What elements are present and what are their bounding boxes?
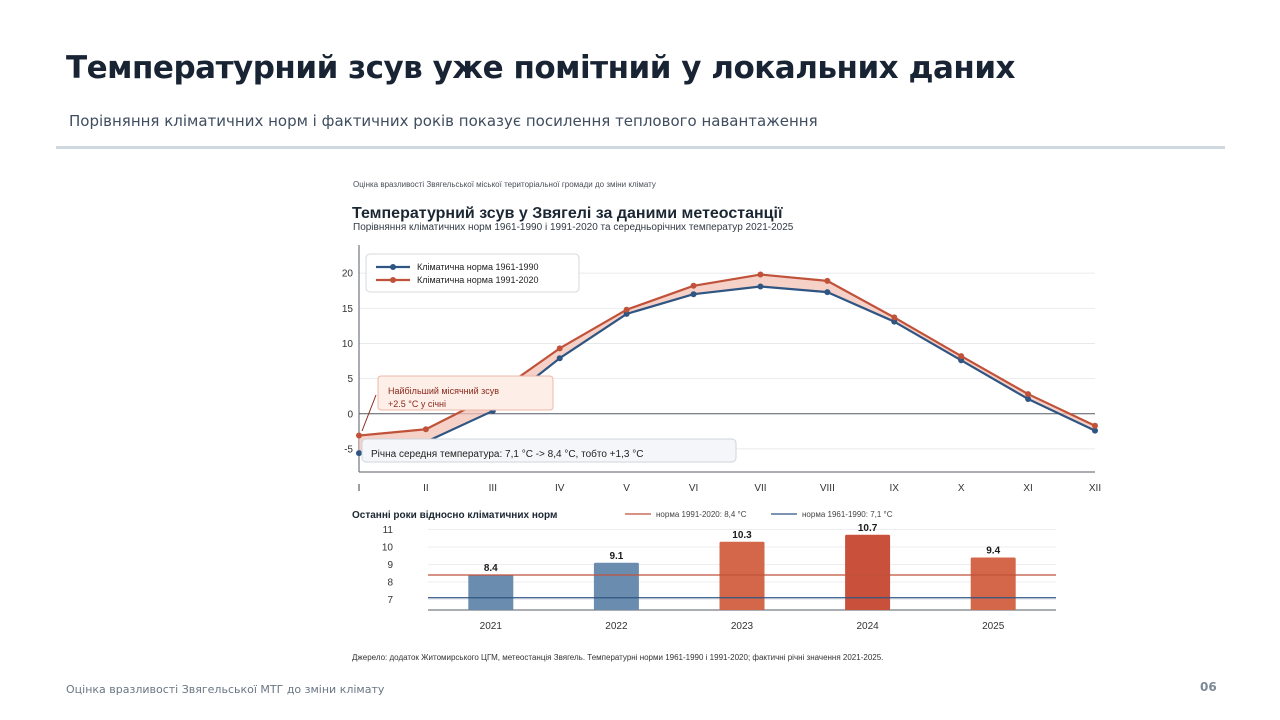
line-x-tick-label: XII [1089, 483, 1101, 494]
page-number: 06 [1200, 680, 1217, 694]
line-legend-box [365, 253, 580, 293]
series-point-1991-2020-xii [1092, 422, 1098, 429]
series-point-1991-2020-vii [757, 271, 764, 278]
ref-legend-label-1961: норма 1961-1990: 7,1 °C [802, 510, 893, 519]
bar-y-tick-label: 7 [387, 595, 393, 606]
line-y-tick-label: 0 [347, 409, 353, 420]
line-x-tick-label: IX [890, 483, 900, 494]
line-chart-title: Температурний зсув у Звягелі за даними м… [352, 205, 783, 222]
line-x-tick-label: VIII [820, 483, 835, 494]
bar-value-label-2023: 10.3 [732, 530, 752, 541]
legend-label-1991: Кліматична норма 1991-2020 [417, 275, 539, 285]
line-x-tick-label: VII [754, 483, 766, 494]
bar-y-tick-label: 11 [383, 525, 394, 536]
figure-header: Оцінка вразливості Звягельської міської … [353, 180, 656, 189]
series-point-1991-2020-xi [1025, 391, 1032, 398]
series-point-1961-1990-xi [1025, 395, 1032, 402]
series-point-1991-2020-x [958, 353, 965, 360]
series-point-1961-1990-x [958, 357, 965, 364]
legend-marker-1961 [390, 264, 396, 270]
ref-legend-label-1991: норма 1991-2020: 8,4 °C [656, 510, 747, 519]
bar-chart-title: Останні роки відносно кліматичних норм [352, 510, 557, 521]
line-x-tick-label: XI [1023, 483, 1032, 494]
title-divider [56, 146, 1225, 149]
bar-value-label-2021: 8.4 [484, 563, 498, 574]
series-point-1991-2020-v [623, 306, 630, 313]
series-line-1961-1990 [358, 285, 1096, 455]
legend-marker-1991 [390, 277, 396, 283]
line-y-tick-label: 15 [342, 304, 354, 315]
series-point-1991-2020-i [356, 432, 362, 439]
bar-chart: Останні роки відносно кліматичних норм н… [352, 510, 1056, 632]
line-x-tick-label: V [623, 483, 630, 494]
line-x-tick-label: II [423, 483, 429, 494]
bar-x-tick-label: 2021 [480, 621, 503, 632]
bar-x-tick-label: 2024 [856, 621, 879, 632]
slide-subtitle: Порівняння кліматичних норм і фактичних … [69, 112, 818, 130]
annotation-arrow [361, 394, 377, 432]
series-point-1961-1990-viii [824, 289, 831, 296]
bar-y-tick-label: 10 [382, 543, 394, 554]
line-y-tick-label: 20 [342, 269, 354, 280]
series-point-1961-1990-ix [891, 318, 898, 325]
series-point-1991-2020-vi [690, 282, 697, 289]
temperature-figure: Оцінка вразливості Звягельської міської … [342, 180, 1101, 662]
bar-value-label-2025: 9.4 [986, 546, 1000, 557]
slide-title: Температурний зсув уже помітний у локаль… [66, 50, 1016, 86]
series-point-1991-2020-ii [422, 426, 429, 433]
series-point-1961-1990-vi [690, 291, 697, 298]
series-point-1961-1990-iv [556, 355, 563, 362]
max-shift-line1: Найбільший місячний зсув [388, 386, 499, 396]
bar-y-tick-label: 8 [387, 578, 393, 589]
line-x-tick-label: X [958, 483, 965, 494]
series-point-1961-1990-vii [757, 283, 764, 290]
bar-2024 [845, 534, 891, 610]
series-point-1961-1990-v [623, 310, 630, 317]
bar-2022 [593, 562, 639, 610]
bar-value-label-2022: 9.1 [609, 551, 623, 562]
series-point-1961-1990-i [356, 450, 362, 457]
series-point-1961-1990-xii [1092, 427, 1098, 434]
max-shift-line2: +2.5 °C у січні [388, 399, 446, 409]
line-y-tick-label: -5 [344, 444, 353, 455]
annual-shift-box [361, 438, 737, 463]
line-x-tick-label: IV [555, 483, 565, 494]
bar-x-tick-label: 2025 [982, 621, 1005, 632]
bar-x-tick-label: 2022 [605, 621, 628, 632]
annual-shift-text: Річна середня температура: 7,1 °C -> 8,4… [371, 448, 643, 460]
bar-2025 [970, 557, 1016, 610]
series-point-1991-2020-ix [891, 314, 898, 321]
bar-2023 [719, 541, 765, 610]
norm-difference-band [359, 274, 1095, 454]
bar-y-tick-label: 9 [387, 560, 393, 571]
series-point-1991-2020-iv [556, 345, 563, 352]
line-x-tick-label: VI [689, 483, 698, 494]
line-x-tick-label: I [358, 483, 361, 494]
line-y-tick-label: 5 [347, 374, 353, 385]
bar-value-label-2024: 10.7 [858, 523, 878, 534]
series-point-1991-2020-viii [824, 277, 831, 284]
figure-source: Джерело: додаток Житомирського ЦГМ, мете… [352, 653, 883, 662]
footer-text: Оцінка вразливості Звягельської МТГ до з… [66, 683, 385, 696]
line-y-tick-label: 10 [342, 339, 354, 350]
line-x-tick-label: III [489, 483, 497, 494]
bar-2021 [468, 575, 514, 610]
line-chart-subtitle: Порівняння кліматичних норм 1961-1990 і … [353, 222, 794, 233]
max-shift-box [377, 375, 554, 411]
legend-label-1961: Кліматична норма 1961-1990 [417, 262, 539, 272]
bar-x-tick-label: 2023 [731, 621, 754, 632]
